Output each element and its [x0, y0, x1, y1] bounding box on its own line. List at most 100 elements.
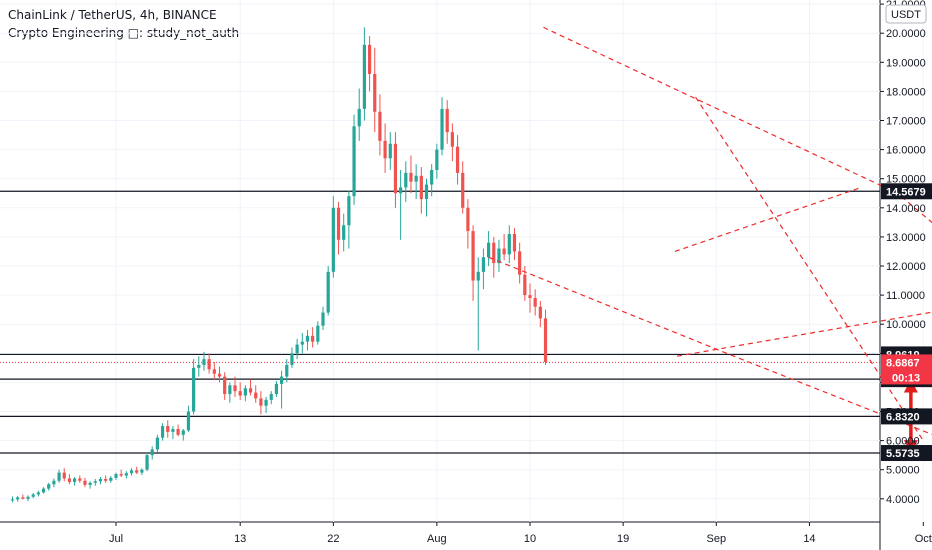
candle-body	[533, 298, 537, 307]
candle	[186, 405, 191, 432]
price-axis[interactable]: 4.00005.00006.00007.00008.00009.000010.0…	[880, 0, 926, 506]
candle	[300, 332, 304, 354]
candle-body	[78, 478, 82, 481]
candle-body	[331, 207, 335, 272]
candle	[243, 385, 247, 402]
candle	[47, 482, 51, 491]
candle	[430, 164, 434, 197]
candle	[342, 213, 346, 252]
candle-body	[31, 494, 35, 497]
candle-body	[119, 474, 123, 476]
y-tick-label: 14.0000	[886, 203, 926, 215]
candle-body	[352, 126, 356, 197]
candle-body	[430, 169, 434, 185]
candle-body	[186, 411, 191, 431]
candle	[290, 347, 294, 368]
candle-body	[362, 44, 367, 109]
candle-body	[52, 480, 56, 485]
price-tag	[881, 445, 932, 462]
candle	[21, 494, 25, 500]
candle	[367, 36, 372, 92]
candle-body	[47, 484, 51, 489]
candle-body	[404, 172, 408, 188]
candle-body	[228, 385, 232, 395]
y-tick-label: 19.0000	[886, 57, 926, 69]
candle	[461, 161, 465, 214]
candle-body	[492, 242, 496, 264]
candle-body	[145, 455, 149, 470]
candle-body	[342, 225, 346, 240]
candle	[378, 94, 382, 156]
x-tick-label: 14	[803, 533, 815, 545]
candle-body	[471, 231, 475, 281]
time-axis[interactable]: Jul 13 22 Aug 10 19 Sep 14 Oct	[109, 522, 932, 545]
countdown-label: 00:13	[892, 372, 920, 384]
candle	[88, 481, 92, 489]
candle	[528, 283, 532, 313]
candle	[140, 468, 144, 475]
candle-body	[419, 175, 423, 200]
candle-body	[10, 499, 15, 501]
candle	[129, 468, 134, 476]
candle-body	[264, 399, 268, 406]
candle	[176, 424, 180, 437]
candle	[197, 356, 201, 377]
price-tag-label: 6.8320	[886, 411, 920, 423]
candle	[311, 327, 315, 348]
candle-body	[450, 132, 454, 147]
x-tick-label: Jul	[109, 533, 123, 545]
candle	[233, 376, 237, 397]
candle-body	[486, 242, 491, 258]
candle-body	[124, 473, 128, 476]
candle-body	[378, 111, 382, 141]
candle-body	[150, 449, 154, 456]
candle-body	[160, 426, 165, 438]
x-tick-label: 22	[327, 533, 339, 545]
candle	[135, 466, 139, 475]
candle	[305, 330, 310, 351]
chart-title: ChainLink / TetherUS, 4h, BINANCE	[8, 8, 217, 22]
candle	[404, 161, 408, 202]
candle-body	[305, 335, 310, 342]
candle-body	[373, 73, 377, 112]
candle	[124, 471, 128, 479]
candle-body	[217, 373, 222, 377]
last-price-label: 8.6867	[886, 357, 920, 369]
currency-badge[interactable]: USDT	[885, 4, 927, 24]
candle-body	[279, 376, 284, 384]
trendlines	[488, 26, 932, 441]
candle-body	[83, 480, 87, 485]
candle	[264, 396, 268, 413]
y-tick-label: 5.0000	[886, 465, 920, 477]
y-tick-label: 20.0000	[886, 28, 926, 40]
candle-body	[207, 359, 211, 370]
candle-body	[316, 325, 320, 342]
y-tick-label: 17.0000	[886, 116, 926, 128]
trendline	[674, 186, 862, 253]
candle	[150, 446, 154, 460]
candle	[321, 306, 325, 331]
candle-body	[409, 172, 413, 182]
candle-body	[528, 295, 532, 299]
candle	[393, 132, 398, 208]
candle	[373, 47, 377, 133]
candle-body	[461, 172, 465, 208]
candle	[145, 452, 149, 472]
candle-body	[67, 478, 72, 482]
candle	[497, 239, 501, 272]
candle-body	[155, 437, 160, 450]
trendline	[676, 311, 932, 357]
candle-body	[424, 184, 429, 200]
candle-body	[72, 478, 77, 482]
x-tick-label: Aug	[427, 533, 447, 545]
candle-body	[41, 488, 46, 493]
candle-body	[109, 477, 113, 481]
candle-body	[104, 479, 108, 481]
candle	[399, 169, 403, 240]
candle-body	[388, 143, 392, 159]
candle	[502, 234, 506, 261]
candle-body	[140, 469, 144, 473]
candle-body	[202, 359, 206, 365]
candle	[171, 426, 175, 440]
